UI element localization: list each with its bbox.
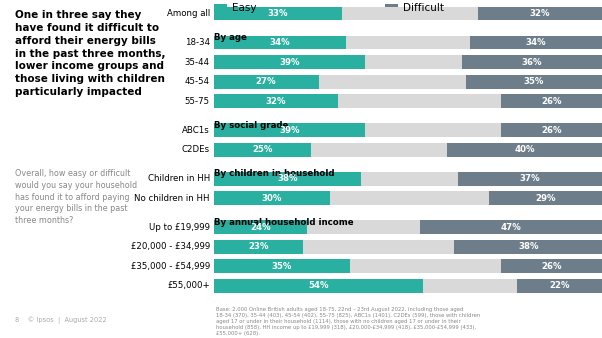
Text: 8    © Ipsos  |  August 2022: 8 © Ipsos | August 2022 <box>15 317 107 324</box>
Bar <box>517 279 602 293</box>
Text: 33%: 33% <box>267 9 288 18</box>
Bar <box>470 36 602 49</box>
Text: By children in household: By children in household <box>214 169 334 178</box>
Text: 26%: 26% <box>541 262 562 271</box>
Text: 18-34: 18-34 <box>185 38 210 47</box>
Text: 47%: 47% <box>500 223 521 232</box>
Bar <box>420 220 602 234</box>
Text: Overall, how easy or difficult
would you say your household
has found it to affo: Overall, how easy or difficult would you… <box>15 169 137 225</box>
Bar <box>214 259 602 273</box>
Bar <box>214 191 602 205</box>
Bar <box>214 259 350 273</box>
Text: Base: 2,000 Online British adults aged 18-75, 22nd – 23rd August 2022, including: Base: 2,000 Online British adults aged 1… <box>216 307 480 336</box>
Text: 23%: 23% <box>248 242 268 251</box>
Bar <box>447 143 602 156</box>
Text: 39%: 39% <box>279 126 300 135</box>
Text: 26%: 26% <box>541 97 562 106</box>
Text: 27%: 27% <box>256 77 276 86</box>
Bar <box>214 36 346 49</box>
Text: By age: By age <box>214 33 247 42</box>
Bar <box>458 172 602 186</box>
Bar <box>214 75 602 89</box>
Bar <box>214 172 602 186</box>
Text: 35%: 35% <box>272 262 292 271</box>
Bar <box>489 191 602 205</box>
Text: 25%: 25% <box>252 145 273 154</box>
Bar <box>214 94 602 108</box>
Text: ipsos: ipsos <box>567 315 589 324</box>
Text: 40%: 40% <box>514 145 535 154</box>
Text: £35,000 - £54,999: £35,000 - £54,999 <box>131 262 210 271</box>
Text: 36%: 36% <box>522 57 542 67</box>
Text: One in three say they
have found it difficult to
afford their energy bills
in th: One in three say they have found it diff… <box>15 10 166 97</box>
Text: 32%: 32% <box>265 97 286 106</box>
Bar <box>214 143 602 156</box>
Bar <box>214 123 602 137</box>
Text: 32%: 32% <box>530 9 550 18</box>
Text: Difficult: Difficult <box>403 3 444 13</box>
Bar <box>214 94 338 108</box>
Text: 35%: 35% <box>524 77 544 86</box>
Text: 55-75: 55-75 <box>185 97 210 106</box>
Bar <box>501 259 602 273</box>
Text: 24%: 24% <box>250 223 271 232</box>
Text: No children in HH: No children in HH <box>134 194 210 203</box>
Text: £20,000 - £34,999: £20,000 - £34,999 <box>131 242 210 251</box>
Bar <box>214 279 602 293</box>
Bar <box>214 220 307 234</box>
Text: 35-44: 35-44 <box>185 57 210 67</box>
Bar <box>385 4 398 12</box>
Text: 38%: 38% <box>518 242 538 251</box>
Bar <box>214 143 311 156</box>
Bar <box>214 240 303 254</box>
Bar <box>214 7 342 21</box>
Text: 22%: 22% <box>549 281 569 290</box>
Bar <box>214 36 602 49</box>
Text: Up to £19,999: Up to £19,999 <box>149 223 210 232</box>
Bar <box>214 172 361 186</box>
Bar <box>214 240 602 254</box>
Text: £55,000+: £55,000+ <box>167 281 210 290</box>
Bar <box>501 123 602 137</box>
Bar <box>214 55 602 69</box>
Bar <box>466 75 602 89</box>
Bar <box>214 4 228 12</box>
Bar <box>214 75 318 89</box>
Text: 34%: 34% <box>526 38 546 47</box>
Text: 26%: 26% <box>541 126 562 135</box>
Text: 39%: 39% <box>279 57 300 67</box>
Bar <box>214 123 365 137</box>
Bar <box>455 240 602 254</box>
Bar <box>501 94 602 108</box>
Text: Among all: Among all <box>167 9 210 18</box>
Text: 37%: 37% <box>520 174 541 183</box>
Bar <box>214 7 602 21</box>
Text: Easy: Easy <box>232 3 256 13</box>
Text: 38%: 38% <box>278 174 298 183</box>
Bar <box>214 220 602 234</box>
Bar <box>478 7 602 21</box>
Text: ABC1s: ABC1s <box>182 126 210 135</box>
Bar <box>462 55 602 69</box>
Text: C2DEs: C2DEs <box>182 145 210 154</box>
Text: By social grade: By social grade <box>214 121 288 130</box>
Text: Children in HH: Children in HH <box>147 174 210 183</box>
Text: 54%: 54% <box>308 281 329 290</box>
Text: 29%: 29% <box>535 194 556 203</box>
Bar <box>214 191 330 205</box>
Text: 34%: 34% <box>270 38 290 47</box>
Text: 30%: 30% <box>262 194 282 203</box>
Text: 45-54: 45-54 <box>185 77 210 86</box>
Bar <box>214 279 423 293</box>
Bar <box>214 55 365 69</box>
Text: By annual household income: By annual household income <box>214 218 353 227</box>
